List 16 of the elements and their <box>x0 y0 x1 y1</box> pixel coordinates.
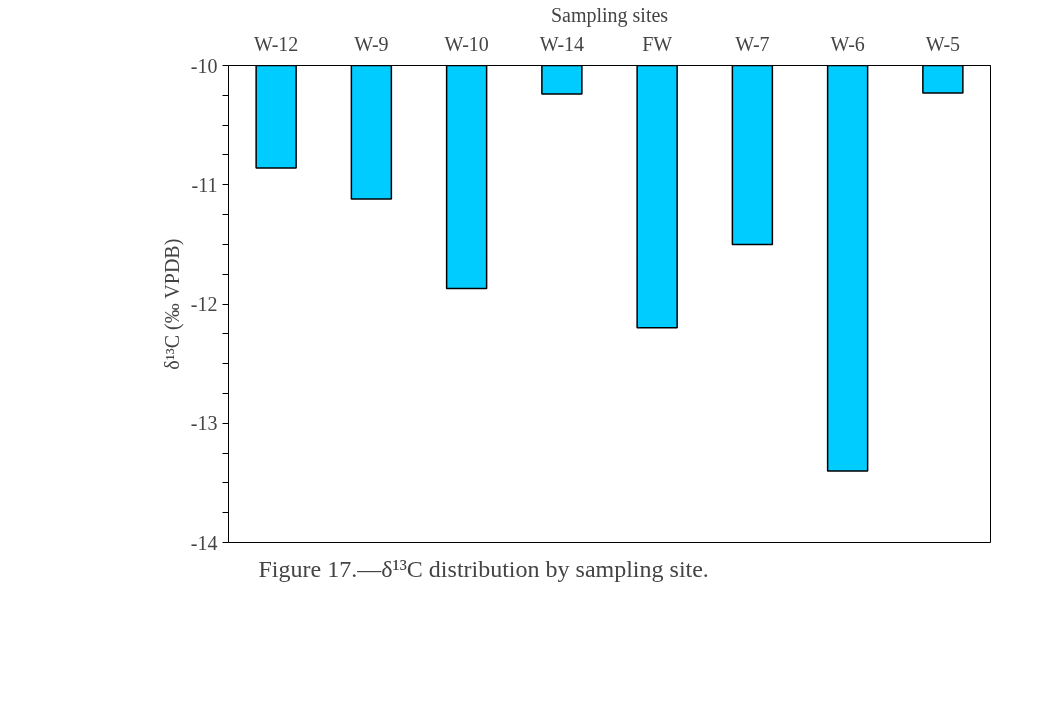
y-tick-label: -13 <box>190 412 218 435</box>
x-tick-label: W-12 <box>253 32 299 55</box>
y-tick-label: -10 <box>190 54 218 77</box>
y-tick-label: -11 <box>191 173 218 196</box>
x-axis-title: Sampling sites <box>550 3 669 27</box>
y-axis-title: δ¹³C (‰ VPDB) <box>160 238 184 370</box>
x-tick-label: FW <box>642 32 673 55</box>
y-tick-label: -14 <box>190 531 218 554</box>
x-tick-label: W-6 <box>830 32 865 55</box>
x-tick-label: W-5 <box>925 32 961 55</box>
x-tick-label: W-9 <box>354 32 389 55</box>
x-tick-label: W-7 <box>735 32 770 55</box>
x-tick-label: W-14 <box>539 32 585 55</box>
x-tick-label: W-10 <box>444 32 489 55</box>
caption: Figure 17.—δ¹³C distribution by sampling site. <box>258 555 709 582</box>
y-tick-label: -12 <box>190 293 218 315</box>
